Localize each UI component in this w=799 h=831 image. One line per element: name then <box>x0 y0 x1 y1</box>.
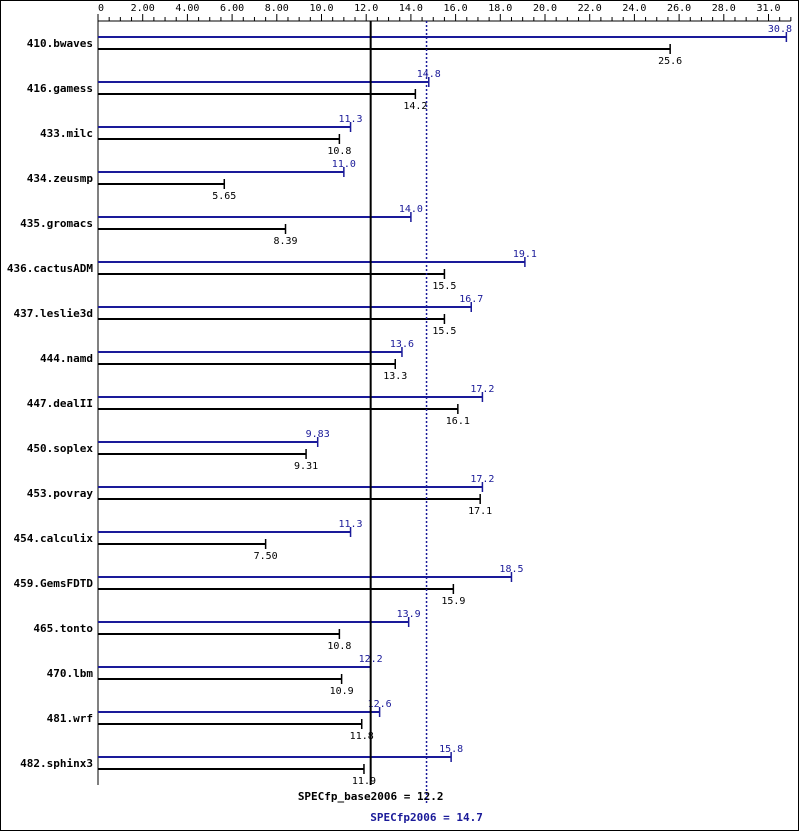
peak-value-label: 17.2 <box>470 384 494 395</box>
peak-reference-label: SPECfp2006 = 14.7 <box>370 811 483 824</box>
benchmark-label: 436.cactusADM <box>7 262 93 275</box>
peak-value-label: 11.0 <box>332 159 356 170</box>
base-value-label: 13.3 <box>383 371 407 382</box>
benchmark-label: 410.bwaves <box>27 37 93 50</box>
x-tick-label: 31.0 <box>756 3 780 14</box>
x-tick-label: 6.00 <box>220 3 244 14</box>
base-value-label: 15.5 <box>432 281 456 292</box>
base-value-label: 11.8 <box>350 731 374 742</box>
x-tick-label: 16.0 <box>444 3 468 14</box>
base-value-label: 25.6 <box>658 56 682 67</box>
peak-value-label: 13.6 <box>390 339 414 350</box>
peak-value-label: 12.6 <box>368 699 392 710</box>
x-tick-label: 2.00 <box>131 3 155 14</box>
peak-value-label: 30.8 <box>768 24 792 35</box>
benchmark-label: 450.soplex <box>27 442 94 455</box>
benchmark-label: 433.milc <box>40 127 93 140</box>
peak-value-label: 16.7 <box>459 294 483 305</box>
x-tick-label: 24.0 <box>622 3 646 14</box>
x-tick-label: 14.0 <box>399 3 423 14</box>
benchmark-label: 435.gromacs <box>20 217 93 230</box>
base-value-label: 8.39 <box>273 236 297 247</box>
reference-lines: SPECfp_base2006 = 12.2 SPECfp2006 = 14.7 <box>298 21 483 824</box>
x-tick-label: 4.00 <box>175 3 199 14</box>
benchmark-label: 437.leslie3d <box>14 307 93 320</box>
benchmark-label: 481.wrf <box>47 712 93 725</box>
benchmark-label: 434.zeusmp <box>27 172 94 185</box>
benchmark-label: 444.namd <box>40 352 93 365</box>
base-value-label: 10.9 <box>330 686 354 697</box>
benchmark-label: 453.povray <box>27 487 94 500</box>
peak-value-label: 18.5 <box>499 564 523 575</box>
benchmark-label: 459.GemsFDTD <box>14 577 94 590</box>
x-tick-label: 0 <box>98 3 104 14</box>
benchmark-label: 416.gamess <box>27 82 93 95</box>
base-value-label: 17.1 <box>468 506 492 517</box>
x-tick-label: 28.0 <box>712 3 736 14</box>
base-value-label: 7.50 <box>254 551 278 562</box>
peak-value-label: 11.3 <box>339 519 363 530</box>
peak-value-label: 9.83 <box>306 429 330 440</box>
peak-value-label: 17.2 <box>470 474 494 485</box>
base-value-label: 10.8 <box>327 146 351 157</box>
base-reference-label: SPECfp_base2006 = 12.2 <box>298 790 444 803</box>
base-value-label: 16.1 <box>446 416 470 427</box>
base-value-label: 5.65 <box>212 191 236 202</box>
peak-value-label: 14.8 <box>417 69 441 80</box>
x-tick-label: 10.0 <box>309 3 333 14</box>
bars: 410.bwaves 30.8 25.6 416.gamess 14.8 14.2 433.… <box>7 24 792 787</box>
peak-value-label: 15.8 <box>439 744 463 755</box>
x-tick-label: 8.00 <box>265 3 289 14</box>
peak-value-label: 19.1 <box>513 249 537 260</box>
base-value-label: 10.8 <box>327 641 351 652</box>
base-value-label: 15.5 <box>432 326 456 337</box>
x-tick-label: 26.0 <box>667 3 691 14</box>
peak-value-label: 14.0 <box>399 204 423 215</box>
base-value-label: 9.31 <box>294 461 318 472</box>
x-tick-label: 12.0 <box>354 3 378 14</box>
base-value-label: 15.9 <box>441 596 465 607</box>
benchmark-label: 482.sphinx3 <box>20 757 93 770</box>
x-axis: 0 2.00 4.00 6.00 8.00 10.0 12.0 14.0 16.0 18.0 20.… <box>97 3 792 785</box>
x-tick-label: 20.0 <box>533 3 557 14</box>
x-tick-label: 18.0 <box>488 3 512 14</box>
peak-value-label: 13.9 <box>397 609 421 620</box>
benchmark-label: 447.dealII <box>27 397 93 410</box>
base-value-label: 14.2 <box>403 101 427 112</box>
base-value-label: 11.9 <box>352 776 376 787</box>
benchmark-label: 454.calculix <box>14 532 94 545</box>
benchmark-label: 470.lbm <box>47 667 94 680</box>
x-tick-label: 22.0 <box>578 3 602 14</box>
benchmark-label: 465.tonto <box>33 622 93 635</box>
peak-value-label: 11.3 <box>339 114 363 125</box>
